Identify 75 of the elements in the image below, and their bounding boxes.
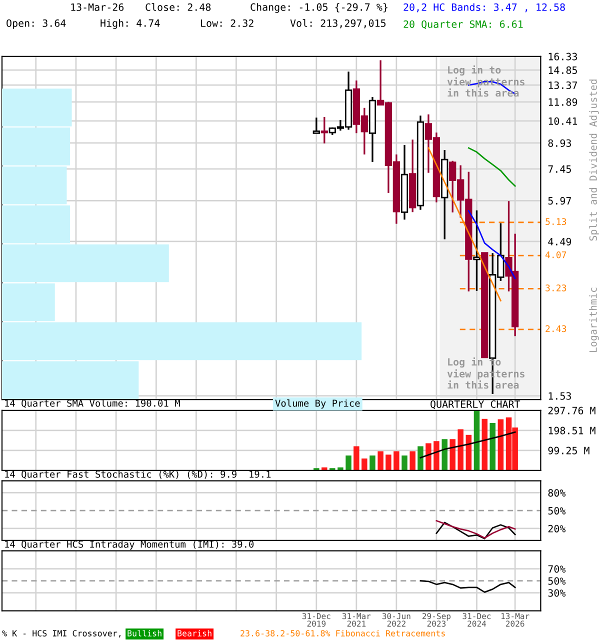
y-tick-label: 4.49 xyxy=(548,238,572,246)
y-tick-label: 16.33 xyxy=(548,52,577,60)
bar xyxy=(410,451,416,470)
y-tick-label: 50% xyxy=(548,507,566,515)
bar xyxy=(490,423,496,470)
text: QUARTERLY CHART xyxy=(430,400,520,410)
bar xyxy=(378,451,384,470)
text: Open: 3.64 xyxy=(6,19,66,29)
y-tick-label: 30% xyxy=(548,589,566,597)
ref-line-label: 3.23 xyxy=(546,284,566,292)
x-tick-label: 31-Dec 2024 xyxy=(462,613,491,627)
bar xyxy=(394,451,400,470)
y-tick-label: 5.97 xyxy=(548,197,571,205)
text: Split and Dividend Adjusted xyxy=(589,80,599,241)
candlestick xyxy=(312,116,320,134)
bar xyxy=(370,455,376,470)
bar xyxy=(458,429,464,470)
y-tick-label: 70% xyxy=(548,565,566,573)
candlestick xyxy=(473,209,480,292)
y-tick-label: 8.93 xyxy=(548,139,571,147)
bar xyxy=(434,441,440,470)
bar xyxy=(498,419,504,470)
text: High: 4.74 xyxy=(100,19,160,29)
y-tick-label: 14.85 xyxy=(548,66,577,74)
bar xyxy=(402,455,408,470)
ref-line-label: 5.13 xyxy=(546,218,566,226)
text: Bullish xyxy=(128,630,162,636)
text: 13-Mar-26 xyxy=(71,3,124,11)
bar xyxy=(354,446,360,470)
line-series xyxy=(468,147,516,187)
y-tick-label: 297.76 M xyxy=(548,406,596,414)
y-tick-label: 7.45 xyxy=(548,165,571,173)
text: Volume By Price xyxy=(275,399,360,409)
y-tick-label: 10.41 xyxy=(548,117,578,125)
bar xyxy=(482,418,488,470)
y-tick-label: 50% xyxy=(548,577,566,585)
bar xyxy=(474,410,480,470)
text: Low: 2.32 xyxy=(201,19,254,27)
x-tick-label: 31-Mar 2021 xyxy=(342,613,371,627)
bar xyxy=(386,454,392,470)
bar xyxy=(466,434,472,470)
text: 20,2 HC Bands: 3.47 , 12.58 xyxy=(404,3,565,12)
x-tick-label: 29-Sep 2023 xyxy=(422,613,451,627)
x-tick-label: 31-Dec 2019 xyxy=(302,613,330,627)
bar xyxy=(346,455,352,470)
text: 20 Quarter SMA: 6.61 xyxy=(404,20,523,30)
line-series xyxy=(420,580,516,593)
chart-title: 14 Quarter SMA Volume: 190.01 M xyxy=(5,399,180,408)
ref-line-label: 2.43 xyxy=(546,325,566,332)
y-tick-label: 20% xyxy=(548,524,566,532)
chart-title: 14 Quarter Fast Stochastic (%K) (%D): 9.9 19.1 xyxy=(5,470,271,479)
line-series xyxy=(420,431,516,458)
y-tick-label: 11.89 xyxy=(548,98,578,106)
text: Logarithmic xyxy=(589,288,599,352)
bar xyxy=(418,446,424,470)
x-tick-label: 13-Mar 2026 xyxy=(501,613,530,627)
text: Bearish xyxy=(178,630,212,636)
text: 23.6-38.2-50-61.8% Fibonacci Retracements xyxy=(240,630,445,636)
candlestick xyxy=(320,116,328,144)
y-tick-label: 1.53 xyxy=(548,392,571,400)
text: Change: -1.05 {-29.7 %} xyxy=(250,3,388,13)
text: Vol: 213,297,015 xyxy=(290,19,386,28)
y-tick-label: 80% xyxy=(548,489,566,497)
y-tick-label: 198.51 M xyxy=(548,426,596,434)
ref-line-label: 4.07 xyxy=(545,251,566,258)
x-tick-label: 30-Jun 2022 xyxy=(382,613,410,627)
bar xyxy=(426,443,432,470)
bar xyxy=(442,439,448,470)
bar xyxy=(450,439,456,470)
y-tick-label: 99.25 M xyxy=(548,446,590,454)
line-series xyxy=(468,210,516,280)
text: Close: 2.48 xyxy=(146,3,211,11)
y-tick-label: 13.37 xyxy=(548,81,577,90)
text: % K - HCS IMI Crossover, xyxy=(2,630,120,638)
bar xyxy=(362,458,368,470)
